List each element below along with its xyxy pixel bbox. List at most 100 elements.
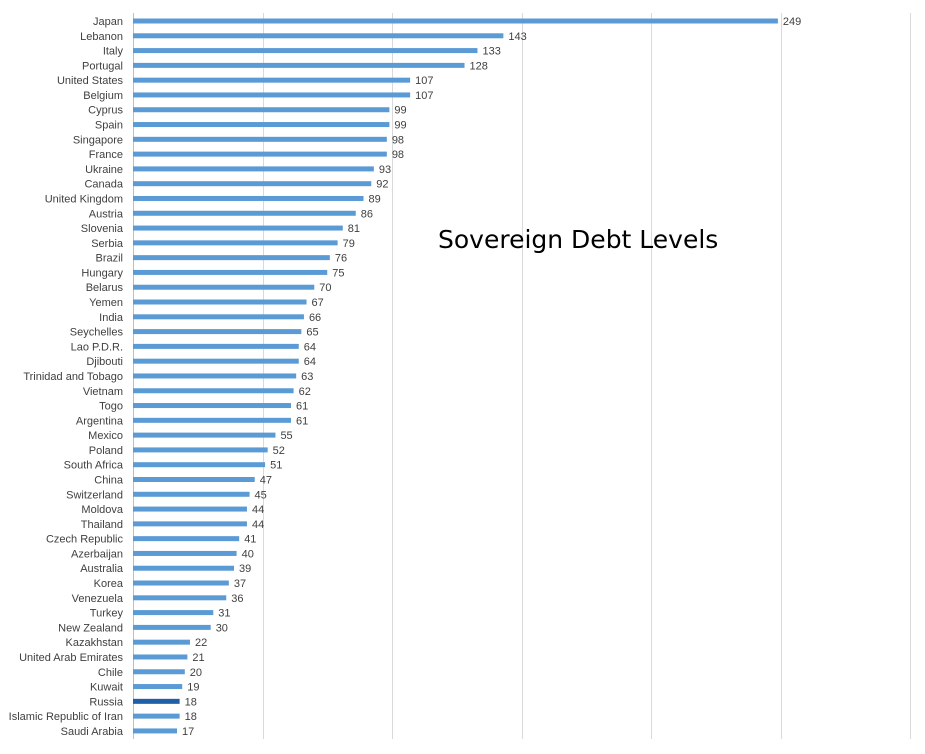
bar <box>133 728 178 734</box>
category-label: Japan <box>93 16 123 28</box>
bar <box>133 92 411 98</box>
value-label: 133 <box>482 46 500 58</box>
chart-title: Sovereign Debt Levels <box>438 225 718 254</box>
value-label: 19 <box>187 682 199 694</box>
category-label: Belgium <box>83 90 123 102</box>
category-label: Chile <box>98 667 123 679</box>
bar <box>133 195 364 201</box>
value-label: 40 <box>242 548 254 560</box>
category-labels: Japan Lebanon Italy Portugal United States Be… <box>9 16 124 738</box>
category-label: Czech Republic <box>46 534 124 546</box>
category-label: Singapore <box>73 134 123 146</box>
category-label: Saudi Arabia <box>61 726 124 738</box>
value-label: 249 <box>783 16 801 28</box>
value-label: 64 <box>304 356 316 368</box>
category-label: Djibouti <box>86 356 123 368</box>
value-label: 20 <box>190 667 202 679</box>
bar <box>133 107 390 113</box>
category-label: Hungary <box>81 267 123 279</box>
value-label: 92 <box>376 179 388 191</box>
value-label: 79 <box>343 238 355 250</box>
category-label: China <box>94 474 124 486</box>
bar <box>133 639 190 645</box>
category-label: France <box>89 149 123 161</box>
category-label: Kuwait <box>90 682 123 694</box>
bar <box>133 269 328 275</box>
category-label: Trinidad and Tobago <box>23 371 123 383</box>
bar <box>133 181 372 187</box>
value-label: 75 <box>332 267 344 279</box>
category-label: Poland <box>89 445 123 457</box>
bar <box>133 654 188 660</box>
category-label: Azerbaijan <box>71 548 123 560</box>
value-label: 31 <box>218 608 230 620</box>
value-label: 99 <box>394 120 406 132</box>
bar <box>133 77 411 83</box>
value-label: 51 <box>270 460 282 472</box>
value-label: 22 <box>195 637 207 649</box>
category-label: Lao P.D.R. <box>71 341 123 353</box>
category-label: Seychelles <box>70 327 124 339</box>
category-label: Austria <box>89 208 124 220</box>
bar <box>133 225 343 231</box>
value-label: 21 <box>192 652 204 664</box>
value-label: 143 <box>508 31 526 43</box>
value-label: 44 <box>252 504 264 516</box>
value-label: 61 <box>296 401 308 413</box>
value-labels: 2491431331281071079999989893928986817976… <box>182 16 801 738</box>
category-label: Italy <box>103 46 124 58</box>
bar <box>133 33 504 39</box>
bar <box>133 388 294 394</box>
bar <box>133 462 266 468</box>
bar <box>133 136 387 142</box>
value-label: 98 <box>392 149 404 161</box>
value-label: 17 <box>182 726 194 738</box>
bar <box>133 684 183 690</box>
bar <box>133 240 338 246</box>
bar <box>133 329 302 335</box>
category-label: Brazil <box>95 253 123 265</box>
value-label: 86 <box>361 208 373 220</box>
gridlines <box>133 13 911 739</box>
bar <box>133 669 185 675</box>
category-label: Turkey <box>90 608 124 620</box>
bar <box>133 284 315 290</box>
value-label: 128 <box>470 60 488 72</box>
value-label: 67 <box>312 297 324 309</box>
bar <box>133 713 180 719</box>
category-label: Switzerland <box>66 489 123 501</box>
value-label: 62 <box>299 386 311 398</box>
bar <box>133 151 387 157</box>
bar <box>133 506 247 512</box>
category-label: Belarus <box>86 282 124 294</box>
value-label: 39 <box>239 563 251 575</box>
category-label: Serbia <box>91 238 124 250</box>
bar <box>133 62 465 68</box>
category-label: United States <box>57 75 124 87</box>
bar <box>133 595 227 601</box>
bar <box>133 550 237 556</box>
category-label: Cyprus <box>88 105 123 117</box>
category-label: Thailand <box>81 519 123 531</box>
bar <box>133 565 235 571</box>
category-label: Slovenia <box>81 223 124 235</box>
value-label: 89 <box>369 193 381 205</box>
bar <box>133 18 778 24</box>
value-label: 61 <box>296 415 308 427</box>
category-label: Portugal <box>82 60 123 72</box>
value-label: 107 <box>415 75 433 87</box>
value-label: 55 <box>280 430 292 442</box>
category-label: United Kingdom <box>45 193 123 205</box>
bar <box>133 580 229 586</box>
value-label: 107 <box>415 90 433 102</box>
bar <box>133 417 291 423</box>
category-label: Argentina <box>76 415 124 427</box>
category-label: Yemen <box>89 297 123 309</box>
bar <box>133 373 297 379</box>
category-label: Lebanon <box>80 31 123 43</box>
category-label: Islamic Republic of Iran <box>9 711 123 723</box>
value-label: 47 <box>260 474 272 486</box>
bar <box>133 314 304 320</box>
value-label: 65 <box>306 327 318 339</box>
